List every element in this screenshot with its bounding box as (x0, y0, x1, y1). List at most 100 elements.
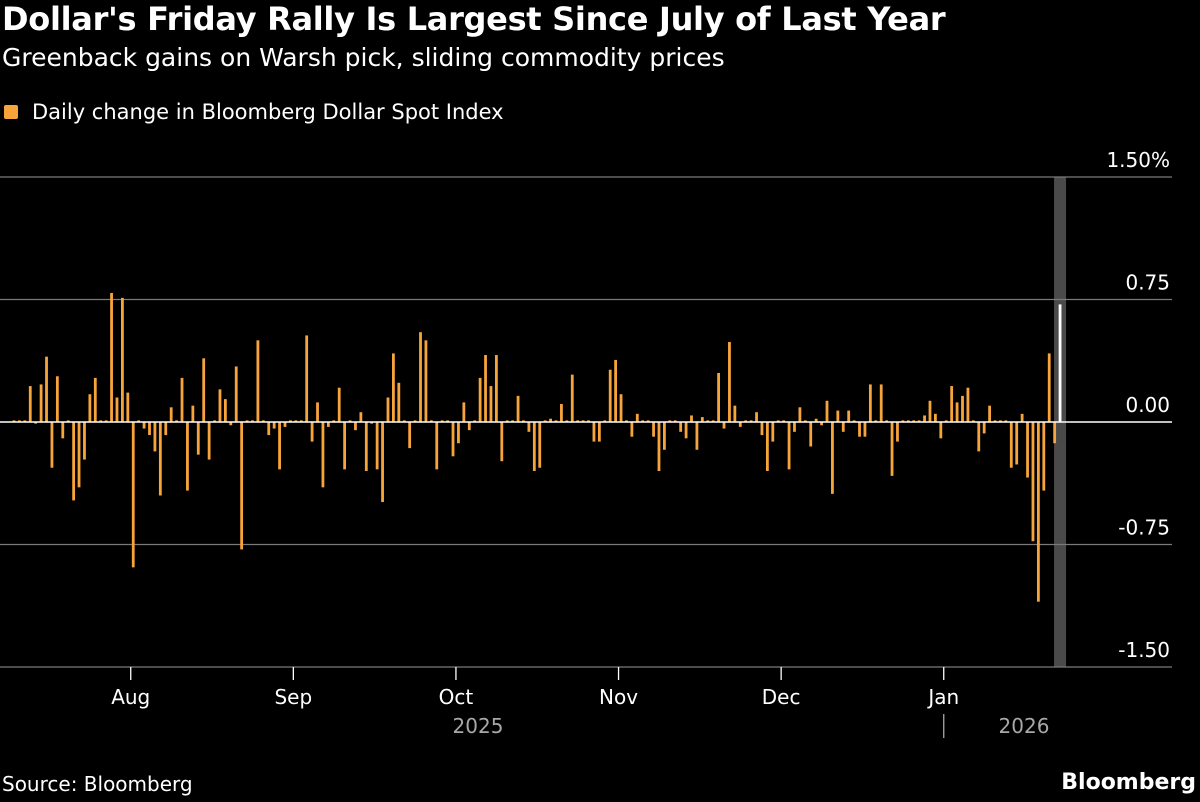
brand-logo: Bloomberg (1061, 770, 1196, 795)
chart-title: Dollar's Friday Rally Is Largest Since J… (2, 0, 946, 38)
bar (1042, 422, 1046, 491)
y-tick-label: -1.50 (1118, 638, 1170, 662)
bar (879, 384, 883, 422)
bar (245, 420, 249, 422)
bar (527, 422, 531, 432)
bar (641, 420, 645, 422)
bar (684, 422, 688, 439)
bar (841, 422, 845, 432)
bar (885, 420, 889, 422)
y-tick-layer: 1.50% 0.75 0.00 -0.75 -1.50 (1106, 148, 1170, 662)
bar (310, 422, 314, 442)
grid-layer (0, 176, 1172, 668)
bar (370, 422, 374, 424)
bar (570, 374, 574, 422)
x-month-label: Nov (599, 685, 638, 709)
bar (679, 422, 683, 432)
bar (603, 420, 607, 422)
bar (251, 420, 254, 422)
bar (196, 422, 200, 455)
bar (619, 394, 623, 422)
bar (543, 420, 547, 422)
bar (755, 412, 758, 422)
bar (207, 422, 211, 460)
bar (440, 420, 444, 422)
bar (863, 422, 867, 437)
bar (364, 422, 368, 471)
bar (299, 420, 303, 422)
bar (1015, 422, 1019, 465)
bar (630, 422, 634, 437)
bar (234, 366, 238, 422)
bar (717, 373, 720, 422)
y-tick-label: 0.00 (1125, 393, 1170, 417)
bar (765, 422, 769, 471)
bar (966, 387, 970, 422)
bar (332, 420, 336, 422)
bar-layer (12, 292, 1062, 602)
bar (462, 402, 466, 422)
legend-swatch (4, 105, 18, 119)
x-year-label: 2025 (453, 714, 504, 738)
bar (142, 422, 146, 429)
bar (289, 420, 292, 422)
bar (825, 400, 829, 422)
bar (424, 340, 428, 422)
bar (18, 420, 21, 422)
bar (23, 420, 27, 422)
bar (809, 422, 813, 447)
bar (359, 412, 363, 422)
bar (484, 355, 487, 422)
bar (581, 420, 585, 422)
bar (1047, 353, 1051, 422)
bar (847, 410, 851, 422)
bar (635, 413, 639, 422)
bar (852, 420, 856, 422)
bar (175, 420, 178, 422)
bar (1026, 422, 1029, 478)
bar (115, 397, 119, 422)
bar (494, 355, 498, 422)
bar (267, 422, 271, 436)
bar (375, 422, 379, 470)
bar (749, 420, 753, 422)
bar (180, 377, 184, 422)
bar (608, 369, 612, 422)
bar (836, 410, 840, 422)
y-tick-label: -0.75 (1118, 516, 1170, 540)
bar (522, 420, 525, 422)
bar (1009, 422, 1013, 468)
bar (39, 384, 43, 422)
bar (137, 420, 141, 422)
x-month-label: Sep (274, 685, 312, 709)
bar (104, 420, 108, 422)
chart-subtitle: Greenback gains on Warsh pick, sliding c… (2, 43, 725, 72)
bar (722, 422, 726, 429)
bar (164, 422, 168, 436)
bar (977, 422, 981, 452)
bar (121, 297, 124, 422)
bar (402, 420, 406, 422)
bar (554, 420, 558, 422)
bar (912, 420, 916, 422)
bar (261, 420, 265, 422)
bar (354, 422, 357, 431)
bar (673, 420, 677, 422)
bar (993, 420, 997, 422)
bar (798, 407, 802, 422)
y-tick-label: 0.75 (1125, 271, 1170, 295)
bar (202, 358, 206, 422)
bar (868, 384, 872, 422)
bar (153, 422, 157, 452)
bar (213, 420, 216, 422)
bar (386, 397, 390, 422)
bar (565, 420, 569, 422)
bar (413, 420, 417, 422)
bar (343, 422, 347, 470)
bar (923, 415, 926, 422)
bar (316, 402, 319, 422)
x-month-label: Jan (926, 685, 959, 709)
bar (831, 422, 834, 494)
bar (901, 420, 905, 422)
